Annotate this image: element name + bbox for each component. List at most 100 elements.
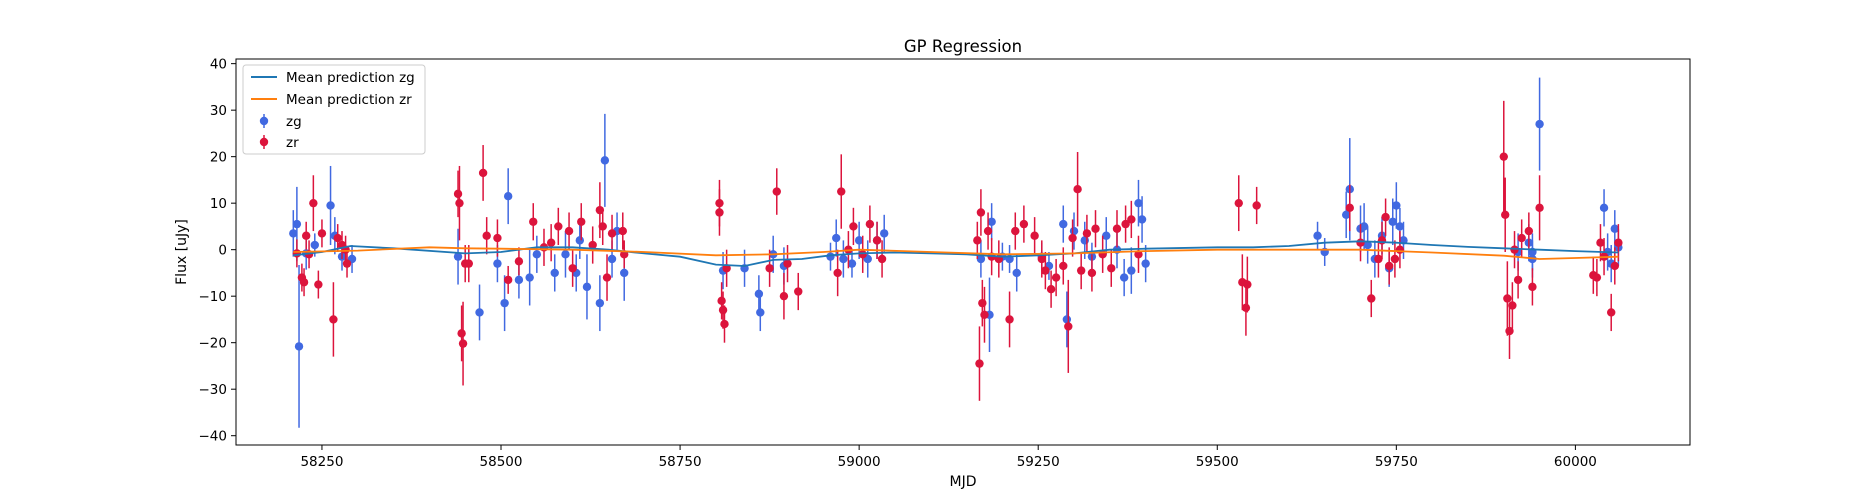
zr-point	[1073, 185, 1082, 194]
zr-point	[1614, 238, 1623, 247]
zg-point	[976, 254, 986, 264]
zr-point	[765, 264, 774, 273]
zg-point	[475, 308, 484, 317]
zr-point	[1505, 326, 1514, 336]
y-tick-label: 20	[210, 150, 227, 166]
zr-point	[1068, 233, 1077, 243]
zr-point	[1234, 198, 1243, 208]
zr-point	[722, 264, 731, 273]
y-tick-label: −40	[199, 429, 228, 445]
zr-point	[1607, 308, 1616, 317]
zr-point	[1041, 266, 1050, 275]
zr-point	[514, 257, 524, 266]
zg-point	[847, 259, 857, 268]
zg-point	[1395, 222, 1405, 231]
zg-point	[1610, 224, 1619, 233]
legend-label-zg-mean: Mean prediction zg	[286, 70, 415, 86]
zr-point	[598, 222, 607, 231]
zg-point	[289, 229, 298, 238]
chart-title: GP Regression	[904, 37, 1022, 56]
zr-point	[833, 268, 842, 278]
zg-point	[839, 254, 848, 264]
zr-point	[1381, 212, 1390, 222]
zr-point	[1112, 224, 1122, 233]
zr-point	[1091, 224, 1100, 233]
y-axis: −40 −30 −20 −10 0 10 20 30 40	[199, 57, 236, 445]
zg-point	[1119, 273, 1129, 282]
zr-point	[1395, 245, 1405, 254]
zr-point	[720, 319, 729, 329]
zr-point	[837, 187, 846, 196]
zg-point	[1313, 231, 1322, 240]
y-tick-label: −10	[199, 289, 228, 305]
zr-point	[529, 217, 538, 226]
zr-point	[1356, 238, 1365, 247]
plot-area: −40 −30 −20 −10 0 10 20 30 40 58250 58500 58750 590…	[199, 57, 1691, 470]
zr-point	[1243, 280, 1252, 289]
x-tick-label: 59250	[1017, 454, 1060, 470]
zg-point	[1137, 215, 1147, 224]
zr-point	[1064, 322, 1073, 331]
zg-point	[453, 252, 463, 261]
zr-point	[1076, 266, 1086, 275]
zr-point	[478, 168, 488, 178]
zg-point	[1388, 217, 1397, 226]
zr-point	[717, 296, 726, 306]
zr-point	[1384, 261, 1394, 271]
zr-point	[976, 208, 986, 217]
zr-point	[872, 236, 882, 245]
zr-point	[1596, 238, 1605, 247]
zr-point	[1051, 273, 1061, 282]
zr-point	[317, 229, 327, 238]
zr-point	[588, 240, 597, 250]
legend-marker-zg	[259, 116, 269, 126]
zr-point	[1499, 152, 1508, 161]
zr-point	[1037, 254, 1046, 264]
zr-point	[493, 233, 502, 243]
zr-point	[779, 291, 789, 301]
x-tick-label: 59500	[1196, 454, 1239, 470]
zr-point	[1241, 303, 1251, 313]
zr-point	[718, 305, 728, 315]
zg-point	[1363, 240, 1372, 250]
zr-point	[1019, 219, 1029, 229]
legend-marker-zr	[259, 137, 269, 147]
x-axis: 58250 58500 58750 59000 59250 59500 59750 60000	[300, 445, 1597, 470]
zr-point	[1107, 264, 1116, 273]
zg-point	[503, 191, 513, 201]
zr-point	[1377, 236, 1387, 245]
y-tick-label: 40	[210, 57, 227, 73]
zr-point	[1005, 315, 1014, 324]
zr-point	[1252, 201, 1261, 210]
zr-point	[1503, 294, 1512, 303]
zg-point	[310, 240, 319, 250]
zr-point	[554, 222, 563, 231]
zr-point	[980, 310, 989, 319]
zr-point	[618, 226, 627, 236]
zr-point	[1524, 226, 1534, 236]
zr-point	[1011, 226, 1020, 236]
zr-point	[1508, 301, 1517, 310]
zr-point	[1528, 282, 1537, 292]
x-tick-label: 58750	[659, 454, 702, 470]
y-tick-label: −20	[199, 336, 228, 352]
zr-series	[292, 100, 1623, 401]
zr-point	[1390, 254, 1400, 264]
zr-point	[1510, 245, 1519, 254]
zg-point	[620, 268, 629, 278]
zr-point	[1517, 233, 1526, 243]
zr-point	[1374, 254, 1383, 264]
zr-point	[1127, 215, 1136, 224]
zg-point	[880, 229, 889, 238]
mean-prediction-line-1	[293, 246, 1619, 260]
legend-label-zg: zg	[286, 114, 302, 130]
zg-point	[987, 217, 996, 226]
zr-point	[783, 259, 792, 268]
zr-point	[1030, 231, 1039, 240]
zg-point	[514, 275, 524, 285]
zg-point	[754, 289, 764, 299]
x-tick-label: 58500	[480, 454, 523, 470]
zg-point	[493, 259, 502, 268]
zg-point	[1134, 198, 1143, 208]
zr-point	[329, 315, 338, 324]
